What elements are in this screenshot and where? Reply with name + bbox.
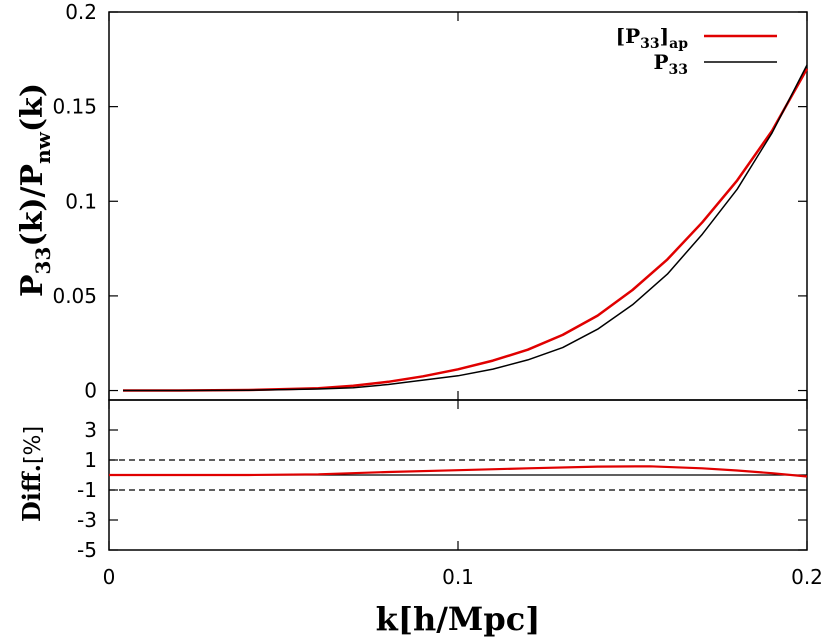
diff-series-line — [109, 465, 808, 478]
top-y-tick-label: 0 — [84, 379, 97, 403]
x-tick-label: 0 — [103, 565, 116, 589]
series-line-p33 — [123, 64, 808, 392]
top-plot-frame — [108, 11, 808, 401]
x-tick-label: 0.2 — [791, 565, 823, 589]
axis-labels: P33(k)/Pnw(k) Diff.[%] k[h/Mpc] — [15, 83, 540, 638]
bottom-y-tick-label: 3 — [84, 418, 97, 442]
bottom-y-axis-label: Diff.[%] — [17, 426, 46, 522]
top-y-axis-label: P33(k)/Pnw(k) — [15, 83, 55, 297]
top-y-tick-label: 0.05 — [52, 284, 97, 308]
bottom-y-tick-label: -3 — [77, 508, 97, 532]
bottom-y-tick-label: 1 — [84, 448, 97, 472]
x-tick-label: 0.1 — [442, 565, 474, 589]
top-y-tick-label: 0.1 — [65, 189, 97, 213]
series-line-p33-ap — [123, 68, 809, 392]
bottom-panel: -5 -3 -1 1 3 0 0.1 0.2 — [77, 399, 823, 589]
bottom-y-tick-label: -5 — [77, 538, 97, 562]
top-panel: 0 0.05 0.1 0.15 0.2 — [52, 0, 809, 403]
top-y-tick-label: 0.2 — [65, 0, 97, 24]
top-y-tick-label: 0.15 — [52, 95, 97, 119]
x-axis-label: k[h/Mpc] — [376, 600, 541, 638]
legend-label: [P33]ap — [616, 24, 689, 52]
bottom-y-tick-label: -1 — [77, 478, 97, 502]
legend-label: P33 — [653, 50, 688, 78]
